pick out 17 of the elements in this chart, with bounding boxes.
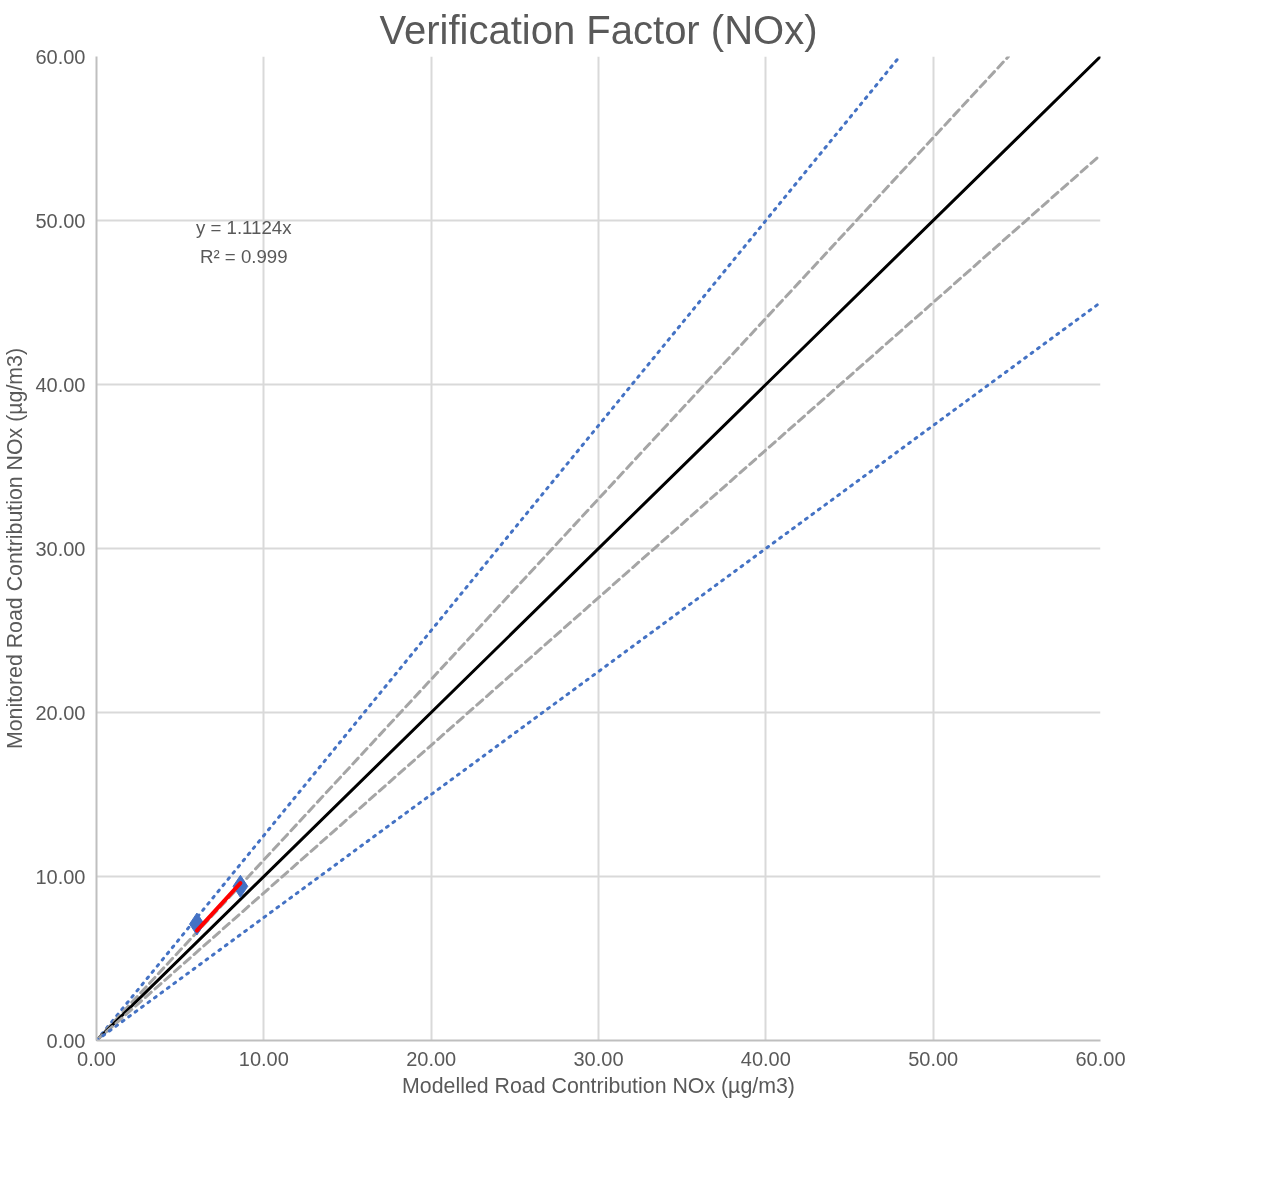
x-tick-label: 60.00 [1075, 1047, 1126, 1070]
y-tick-label: 10.00 [35, 865, 86, 888]
chart-title: Verification Factor (NOx) [379, 7, 818, 52]
y-tick-label: 50.00 [35, 209, 86, 232]
y-tick-label: 60.00 [35, 45, 86, 68]
y-axis-title: Monitored Road Contribution NOx (µg/m3) [3, 347, 28, 750]
x-tick-label: 10.00 [238, 1047, 289, 1070]
x-tick-label: 30.00 [573, 1047, 624, 1070]
annotation: R² = 0.999 [199, 246, 288, 268]
y-tick-label: 20.00 [35, 701, 86, 724]
x-tick-label: 20.00 [406, 1047, 457, 1070]
y-tick-label: 40.00 [35, 373, 86, 396]
y-tick-label: 30.00 [35, 537, 86, 560]
x-tick-label: 40.00 [740, 1047, 791, 1070]
x-tick-label: 50.00 [908, 1047, 959, 1070]
x-axis-title: Modelled Road Contribution NOx (µg/m3) [402, 1073, 795, 1098]
annotation: y = 1.1124x [195, 216, 293, 238]
